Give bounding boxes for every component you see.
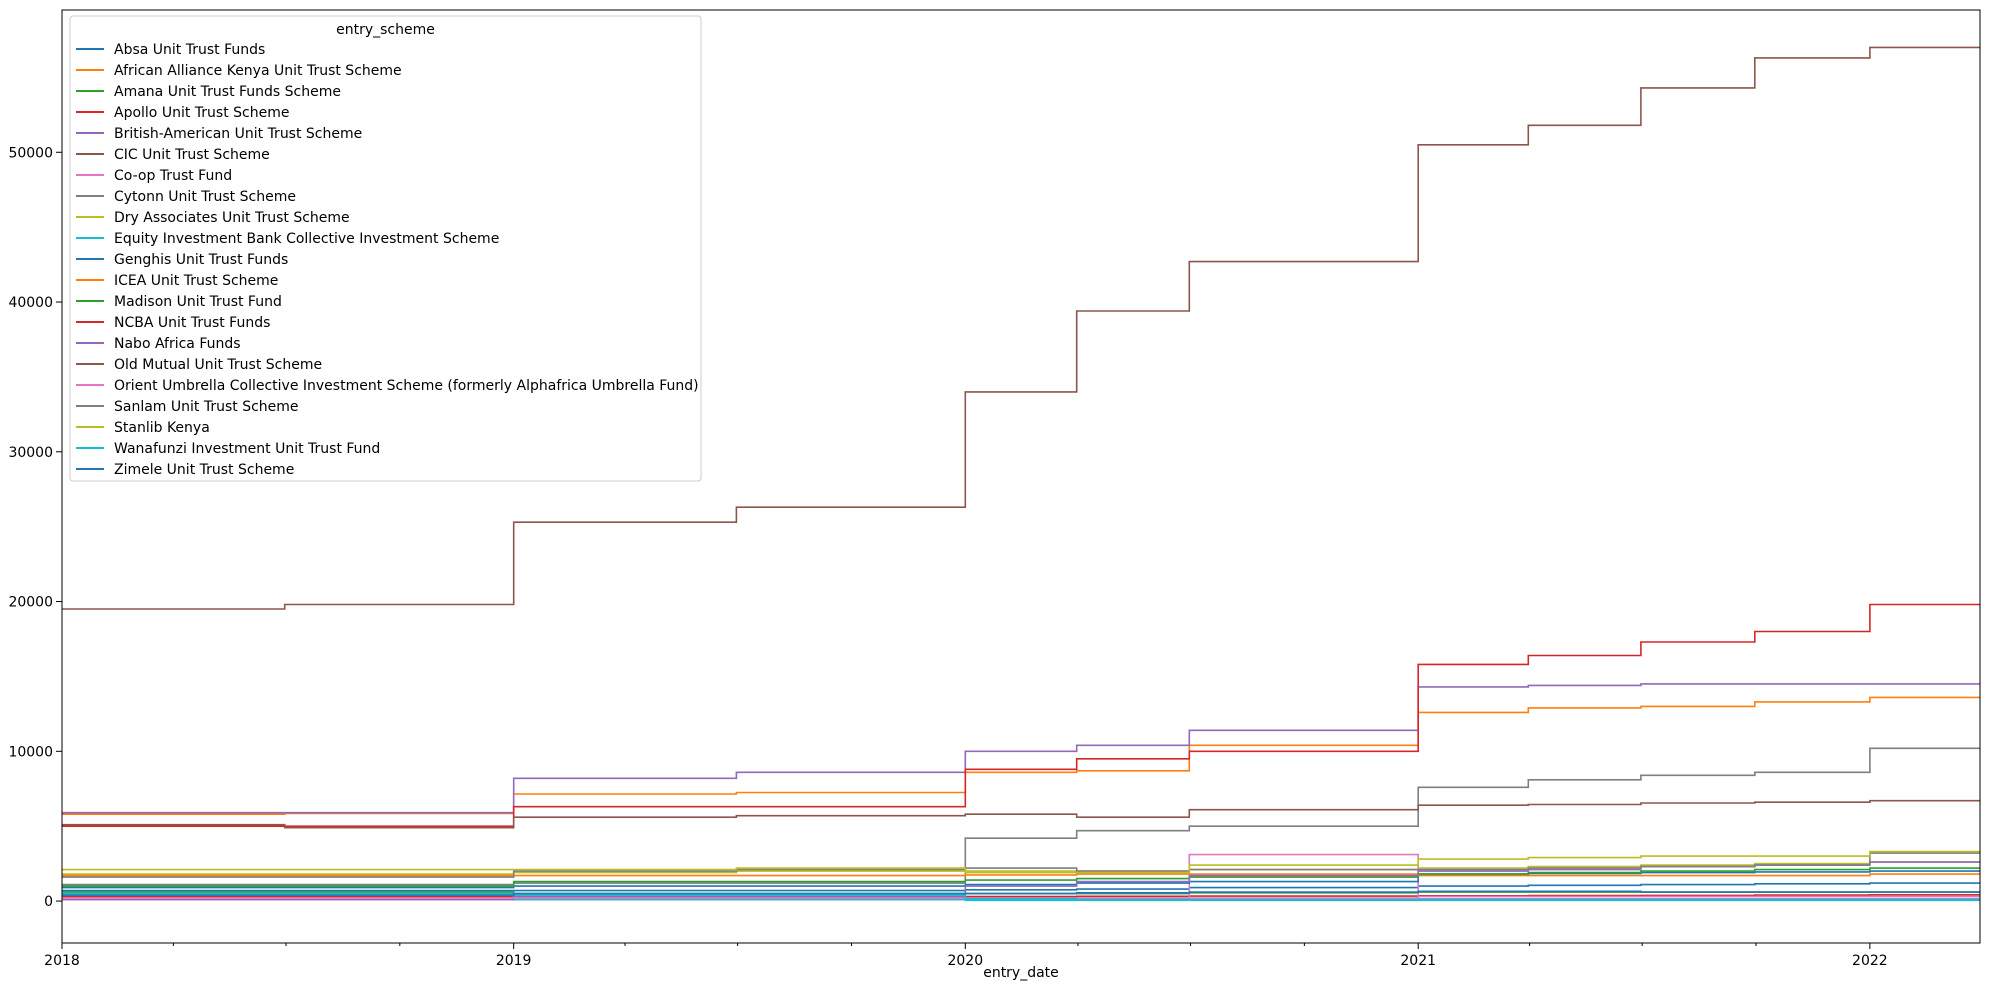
plot-frame bbox=[61, 9, 1981, 944]
x-tick-label: 2022 bbox=[1852, 953, 1888, 969]
y-tick-label: 30000 bbox=[8, 445, 53, 461]
legend-label: Apollo Unit Trust Scheme bbox=[114, 105, 289, 121]
series-line-5 bbox=[62, 683, 1980, 814]
series-line-16 bbox=[62, 799, 1980, 829]
legend: entry_scheme Absa Unit Trust Funds African… bbox=[69, 15, 702, 482]
x-tick-label: 2020 bbox=[947, 953, 983, 969]
legend-label: Old Mutual Unit Trust Scheme bbox=[114, 357, 322, 373]
legend-label: Equity Investment Bank Collective Invest… bbox=[114, 231, 499, 247]
legend-label: Stanlib Kenya bbox=[114, 420, 210, 436]
y-tick-label: 50000 bbox=[8, 145, 53, 161]
series-line-20 bbox=[62, 894, 1980, 901]
series-line-8 bbox=[62, 747, 1980, 886]
series-line-6 bbox=[62, 46, 1980, 610]
legend-label: Cytonn Unit Trust Scheme bbox=[114, 189, 296, 205]
legend-label: Wanafunzi Investment Unit Trust Fund bbox=[114, 441, 380, 457]
series-layer bbox=[62, 46, 1980, 902]
y-tick-label: 40000 bbox=[8, 295, 53, 311]
legend-label: British-American Unit Trust Scheme bbox=[114, 126, 362, 142]
legend-label: Madison Unit Trust Fund bbox=[114, 294, 282, 310]
legend-label: Nabo Africa Funds bbox=[114, 336, 241, 352]
y-tick-label: 0 bbox=[44, 894, 53, 910]
series-line-14 bbox=[62, 603, 1980, 827]
legend-label: Genghis Unit Trust Funds bbox=[114, 252, 288, 268]
legend-label: Amana Unit Trust Funds Scheme bbox=[114, 84, 341, 100]
legend-label: NCBA Unit Trust Funds bbox=[114, 315, 270, 331]
legend-title: entry_scheme bbox=[336, 22, 435, 38]
legend-label: African Alliance Kenya Unit Trust Scheme bbox=[114, 63, 402, 79]
series-line-21 bbox=[62, 890, 1980, 896]
legend-label: Zimele Unit Trust Scheme bbox=[114, 462, 294, 478]
legend-label: CIC Unit Trust Scheme bbox=[114, 147, 270, 163]
series-line-17 bbox=[62, 895, 1980, 899]
legend-box bbox=[69, 15, 702, 482]
legend-label: Absa Unit Trust Funds bbox=[114, 42, 265, 58]
y-tick-label: 10000 bbox=[8, 744, 53, 760]
legend-label: Dry Associates Unit Trust Scheme bbox=[114, 210, 350, 226]
series-line-11 bbox=[62, 870, 1980, 889]
x-tick-label: 2018 bbox=[44, 953, 80, 969]
x-tick-label: 2019 bbox=[496, 953, 532, 969]
y-axis: 0 10000 20000 30000 40000 50000 bbox=[8, 145, 62, 910]
legend-label: ICEA Unit Trust Scheme bbox=[114, 273, 278, 289]
series-line-13 bbox=[62, 867, 1980, 887]
y-tick-label: 20000 bbox=[8, 595, 53, 611]
legend-label: Orient Umbrella Collective Investment Sc… bbox=[114, 378, 699, 394]
legend-label: Co-op Trust Fund bbox=[114, 168, 232, 184]
x-axis-title: entry_date bbox=[983, 965, 1059, 981]
series-line-19 bbox=[62, 850, 1980, 874]
series-line-12 bbox=[62, 873, 1980, 877]
x-tick-label: 2021 bbox=[1400, 953, 1436, 969]
legend-label: Sanlam Unit Trust Scheme bbox=[114, 399, 299, 415]
x-axis: 2018 2019 2020 2021 2022 bbox=[44, 943, 1888, 969]
